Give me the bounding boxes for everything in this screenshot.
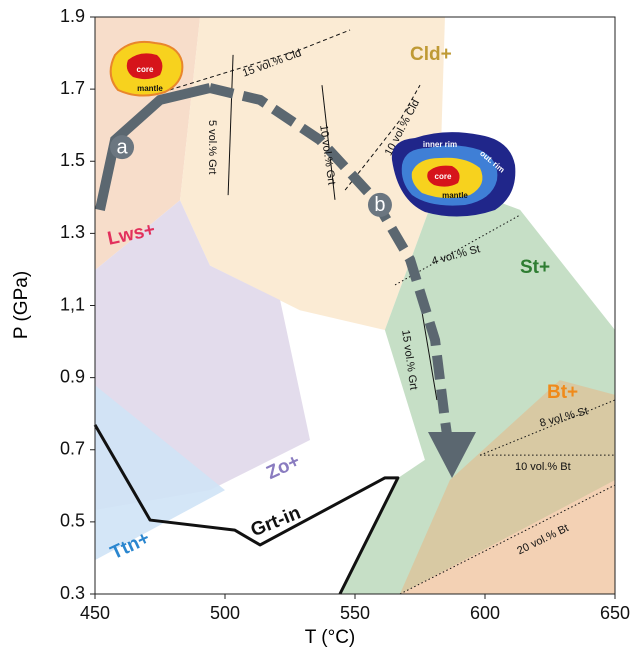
isopleth-label: 10 vol.% Bt (515, 461, 571, 473)
y-tick-label: 0.7 (60, 439, 85, 459)
isopleth (169, 29, 351, 91)
y-tick-label: 1.7 (60, 78, 85, 98)
isopleth (419, 300, 438, 401)
inset-rims: inner rim out. rim core mantle (391, 132, 516, 217)
field-label: St+ (520, 257, 550, 278)
x-tick-label: 550 (340, 603, 370, 623)
fields (95, 17, 615, 594)
isopleth-label: 5 vol.% Grt (206, 120, 218, 174)
pt-path (208, 83, 455, 456)
x-tick-label: 450 (80, 603, 110, 623)
pt-path (95, 83, 212, 211)
path-marker (367, 192, 392, 217)
y-tick-label: 0.9 (60, 366, 85, 386)
inset-label: core (435, 172, 452, 181)
x-tick-label: 500 (210, 603, 240, 623)
x-tick-label: 600 (470, 603, 500, 623)
y-tick-label: 1.5 (60, 150, 85, 170)
isopleth (227, 54, 234, 196)
x-axis-label: T (°C) (305, 627, 356, 648)
field-area (95, 385, 225, 561)
isopleth (399, 484, 616, 595)
isopleth (321, 85, 336, 200)
lines: ab (93, 29, 616, 595)
arrow-head (428, 432, 476, 478)
y-tick-label: 0.3 (60, 583, 85, 603)
field-label: Cld+ (410, 44, 452, 65)
y-tick-label: 0.5 (60, 511, 85, 531)
isopleth (344, 84, 421, 191)
y-tick-label: 1,1 (60, 294, 85, 314)
boundary-line (93, 424, 400, 595)
isopleth (479, 399, 616, 456)
inset-label: inner rim (423, 140, 457, 149)
x-tick-label: 650 (600, 603, 630, 623)
path-marker (110, 135, 135, 160)
path-label: a (116, 136, 128, 158)
inset-core-mantle: core mantle (109, 40, 184, 97)
inset-core (427, 165, 460, 187)
inset-label: mantle (442, 191, 468, 200)
inset-label: mantle (137, 84, 163, 93)
y-tick-label: 1.3 (60, 222, 85, 242)
inset-label: core (137, 65, 154, 74)
y-tick-label: 1.9 (60, 6, 85, 26)
field-label: Bt+ (547, 382, 578, 403)
inset-core (126, 53, 163, 80)
field-area (399, 480, 615, 594)
y-axis-label: P (GPa) (11, 271, 32, 339)
path-label: b (374, 194, 385, 216)
